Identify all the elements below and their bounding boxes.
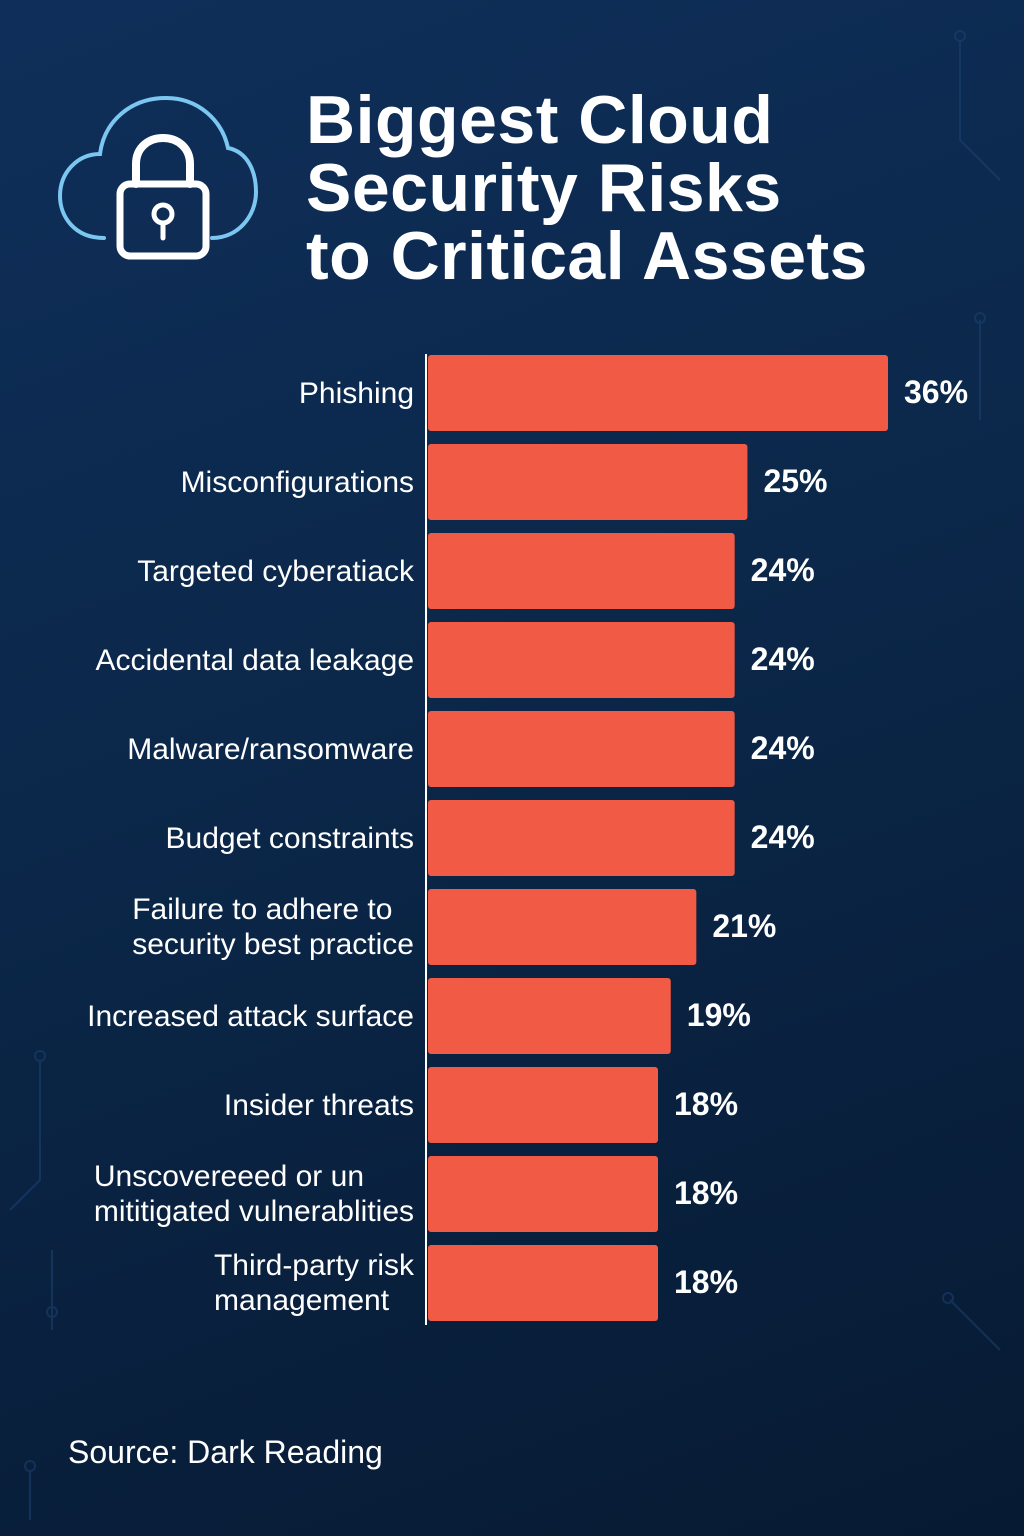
bar xyxy=(428,355,888,431)
bar xyxy=(428,533,735,609)
chart-title: Biggest Cloud Security Risks to Critical… xyxy=(306,86,1006,290)
category-label: Accidental data leakage xyxy=(95,643,414,677)
bar-chart: Phishing 36% Misconfigurations 25% Targeted … xyxy=(0,340,1024,1340)
value-label: 18% xyxy=(674,1175,739,1211)
category-label: Misconfigurations xyxy=(180,465,414,499)
title-line-1: Biggest Cloud xyxy=(306,82,774,158)
category-label: Budget constraints xyxy=(165,821,414,855)
value-label: 36% xyxy=(904,374,969,410)
value-label: 21% xyxy=(712,908,777,944)
title-line-2: Security Risks xyxy=(306,150,782,226)
bar xyxy=(428,622,735,698)
value-label: 19% xyxy=(686,997,751,1033)
bar xyxy=(428,800,735,876)
value-label: 24% xyxy=(750,641,815,677)
value-label: 24% xyxy=(750,730,815,766)
bar xyxy=(428,444,748,520)
cloud-lock-icon xyxy=(57,95,259,260)
value-label: 24% xyxy=(750,552,815,588)
category-label: Increased attack surface xyxy=(87,999,414,1033)
category-label: Failure to adhere to security best pract… xyxy=(132,893,414,961)
category-label: Targeted cyberatiack xyxy=(137,554,414,588)
category-label: Phishing xyxy=(298,376,414,410)
value-label: 18% xyxy=(674,1086,739,1122)
category-label: Malware/ransomware xyxy=(127,732,414,766)
bar xyxy=(428,1067,658,1143)
value-label: 18% xyxy=(674,1264,739,1300)
category-label: Third-party risk management xyxy=(213,1249,414,1317)
category-label: Unscovereeed or un mititigated vulnerabl… xyxy=(93,1160,414,1228)
category-label: Insider threats xyxy=(223,1088,414,1122)
title-line-3: to Critical Assets xyxy=(306,218,868,294)
source-note: Source: Dark Reading xyxy=(68,1434,383,1470)
bar xyxy=(428,1156,658,1232)
bar xyxy=(428,978,671,1054)
bar xyxy=(428,711,735,787)
bar xyxy=(428,889,697,965)
bar-chart-plot xyxy=(425,354,888,1325)
value-label: 24% xyxy=(750,819,815,855)
value-label: 25% xyxy=(763,463,828,499)
bar xyxy=(428,1245,658,1321)
